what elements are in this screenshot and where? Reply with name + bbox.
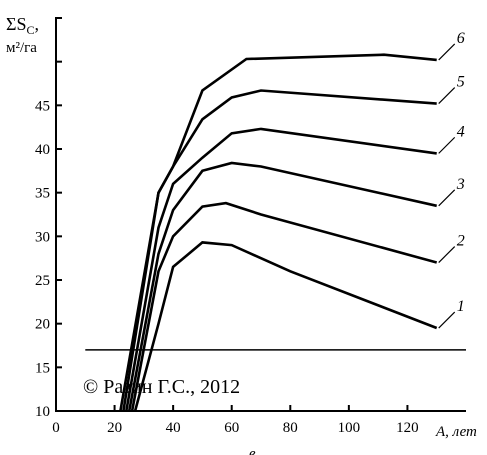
series-label-6: 6	[457, 30, 465, 47]
y-axis-title-symbol: ΣS	[6, 14, 27, 34]
x-tick-label-60: 60	[224, 420, 239, 436]
series-line-4	[125, 127, 437, 412]
series-leader-4	[438, 136, 456, 154]
y-tick-label-40: 40	[35, 142, 50, 158]
series-line-2	[130, 201, 438, 412]
x-tick-label-40: 40	[166, 420, 181, 436]
y-axis-units: м²/га	[6, 40, 37, 56]
series-label-2: 2	[457, 233, 465, 250]
y-tick-label-30: 30	[35, 229, 50, 245]
series-line-6	[119, 53, 437, 412]
series-label-1: 1	[457, 298, 465, 315]
series-line-3	[127, 161, 437, 412]
y-tick-label-10: 10	[35, 404, 50, 420]
series-label-5: 5	[457, 74, 465, 91]
y-axis-title: ΣSC,	[6, 14, 39, 37]
y-tick-label-35: 35	[35, 186, 50, 202]
series-leader-3	[438, 189, 456, 207]
panel-letter: в	[249, 446, 256, 455]
x-tick-label-0: 0	[52, 420, 60, 436]
x-tick-label-120: 120	[396, 420, 419, 436]
x-tick-label-80: 80	[283, 420, 298, 436]
y-tick-label-45: 45	[35, 98, 50, 114]
copyright-text: © Разин Г.С., 2012	[83, 376, 240, 398]
x-tick-label-100: 100	[338, 420, 361, 436]
y-axis-title-comma: ,	[35, 14, 40, 34]
y-tick-label-25: 25	[35, 273, 50, 289]
series-label-3: 3	[456, 176, 465, 193]
series-leader-1	[438, 311, 456, 329]
y-axis-title-subscript: C	[27, 23, 35, 37]
x-tick-label-20: 20	[107, 420, 122, 436]
y-tick-label-20: 20	[35, 317, 50, 333]
series-leader-5	[438, 87, 456, 105]
series-line-1	[133, 241, 438, 412]
series-label-4: 4	[457, 123, 465, 140]
series-leader-2	[438, 246, 456, 263]
y-tick-label-15: 15	[35, 360, 50, 376]
x-axis-title: A, лет	[435, 424, 477, 440]
series-leader-6	[438, 43, 456, 61]
